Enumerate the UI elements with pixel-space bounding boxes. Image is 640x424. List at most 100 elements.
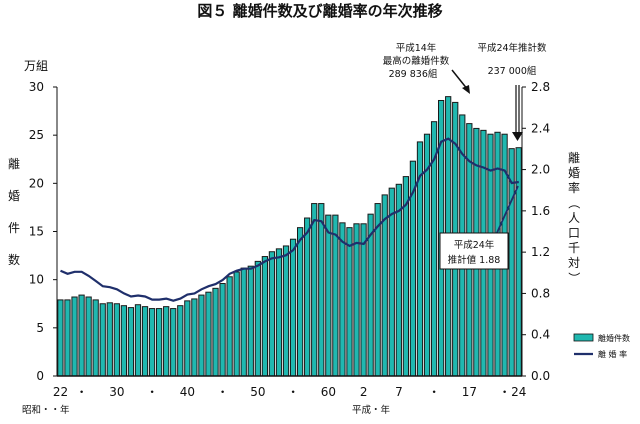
bar [106, 302, 113, 377]
bar [148, 308, 156, 377]
left-tick-label: 15 [29, 225, 44, 239]
right-tick-label: 1.6 [531, 204, 550, 218]
bar [163, 306, 170, 377]
left-axis-ticks: 0 5 10 15 20 25 30 [29, 80, 57, 383]
era-label-heisei: 平成・年 [352, 404, 391, 416]
right-tick-label: 1.2 [531, 245, 550, 259]
x-tick-label: 17 [462, 385, 477, 399]
right-axis-label-char: 離 [568, 151, 580, 165]
x-tick-label: 2 [360, 385, 368, 399]
right-tick-label: 2.4 [531, 121, 550, 135]
x-tick-label: 40 [180, 385, 195, 399]
right-tick-label: 0.0 [531, 369, 550, 383]
legend-bar-label: 離婚件数 [598, 333, 630, 343]
x-tick-label: 24 [511, 385, 526, 399]
estimate-count-line2: 237 000組 [488, 65, 537, 77]
estimate-rate-box [439, 232, 509, 270]
chart-title: 図５ 離婚件数及び離婚率の年次推移 [197, 2, 442, 20]
bar [247, 265, 254, 377]
peak-annotation-line2: 最高の離婚件数 [383, 55, 450, 67]
bar [141, 306, 149, 377]
x-tick-label: ・ [499, 385, 511, 399]
bar [254, 260, 261, 377]
x-tick-label: 22 [53, 385, 68, 399]
bar [339, 222, 346, 377]
bar [226, 276, 233, 377]
bar [325, 214, 332, 377]
right-axis-label-char: 千 [568, 241, 580, 255]
bar [113, 303, 120, 377]
peak-annotation-line1: 平成14年 [396, 42, 437, 54]
bar [318, 203, 325, 377]
bar [311, 203, 318, 377]
rate-line [60, 137, 519, 302]
peak-annotation: 平成14年 最高の離婚件数 289 836組 [383, 42, 470, 94]
bar [191, 298, 198, 377]
peak-arrow-head [462, 85, 470, 94]
bar [233, 271, 240, 377]
estimate-rate-annotation: 平成24年 推計値 1.88 [439, 185, 519, 270]
bar [332, 214, 339, 377]
right-axis-label-char: ） [567, 272, 581, 284]
x-tick-label: ・ [287, 385, 299, 399]
estimate-arrow-head [512, 132, 523, 141]
right-tick-label: 2.0 [531, 163, 550, 177]
bar [120, 305, 127, 377]
legend-bar-swatch [573, 333, 594, 342]
right-axis-label-char: （ [567, 197, 581, 209]
left-axis-label-char: 婚 [8, 189, 20, 203]
bar [156, 308, 163, 377]
legend-line-label: 離 婚 率 [598, 349, 627, 359]
right-tick-label: 0.4 [531, 328, 550, 342]
bar [261, 256, 268, 377]
right-axis-label-char: 口 [568, 226, 580, 240]
bar [57, 299, 64, 377]
estimate-count-annotation: 平成24年推計数 237 000組 [477, 42, 547, 141]
right-axis-label-char: 婚 [568, 166, 580, 180]
estimate-rate-line2: 推計値 1.88 [448, 254, 501, 266]
left-axis-label-char: 離 [8, 157, 20, 171]
bar [240, 267, 247, 377]
bar [205, 291, 212, 377]
right-tick-label: 2.8 [531, 80, 550, 94]
bar [127, 307, 135, 377]
estimate-count-line1: 平成24年推計数 [477, 42, 547, 54]
x-axis-ticks: 22 ・ 30 ・ 40 ・ 50 ・ 60 2 7 ・ 17 ・ 24 [53, 385, 527, 399]
bar [275, 248, 283, 377]
left-axis-label-char: 件 [8, 221, 20, 235]
x-tick-label: ・ [428, 385, 440, 399]
right-axis-label-char: 人 [568, 211, 580, 225]
left-axis-label-char: 数 [8, 252, 20, 267]
bar [78, 294, 85, 377]
bar [353, 223, 360, 377]
bar [297, 227, 304, 377]
bar [395, 183, 402, 377]
era-label-showa: 昭和・・年 [22, 404, 70, 416]
left-tick-label: 25 [29, 128, 44, 142]
x-tick-label: ・ [217, 385, 229, 399]
left-tick-label: 30 [29, 80, 44, 94]
right-tick-label: 0.8 [531, 286, 550, 300]
bar [85, 296, 92, 377]
x-tick-label: ・ [76, 385, 88, 399]
x-tick-label: 30 [109, 385, 124, 399]
x-tick-label: ・ [146, 385, 158, 399]
bar [346, 227, 353, 377]
peak-annotation-line3: 289 836組 [389, 68, 438, 80]
bar [99, 303, 106, 377]
bar [134, 304, 142, 377]
bar [184, 300, 191, 377]
bar [219, 283, 226, 377]
bar [268, 251, 276, 377]
left-axis-unit: 万組 [24, 59, 48, 73]
left-tick-label: 10 [29, 273, 44, 287]
x-tick-label: 60 [321, 385, 336, 399]
bar [304, 217, 311, 377]
bar [71, 296, 78, 377]
bar [360, 223, 367, 377]
estimate-rate-line1: 平成24年 [454, 239, 495, 251]
left-tick-label: 5 [36, 321, 44, 335]
left-tick-label: 0 [36, 369, 44, 383]
